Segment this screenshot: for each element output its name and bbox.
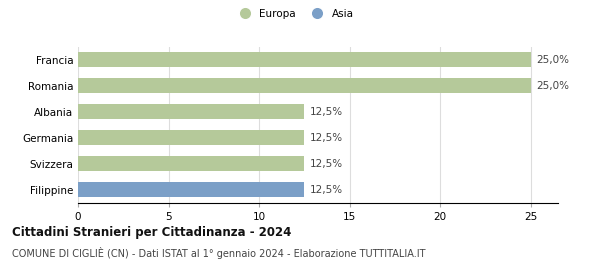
Text: 25,0%: 25,0% (536, 81, 569, 91)
Text: COMUNE DI CIGLIÈ (CN) - Dati ISTAT al 1° gennaio 2024 - Elaborazione TUTTITALIA.: COMUNE DI CIGLIÈ (CN) - Dati ISTAT al 1°… (12, 247, 425, 259)
Bar (78, 52, 531, 67)
Text: Cittadini Stranieri per Cittadinanza - 2024: Cittadini Stranieri per Cittadinanza - 2… (12, 226, 292, 239)
Text: 12,5%: 12,5% (310, 133, 343, 143)
Text: 25,0%: 25,0% (536, 55, 569, 65)
Bar (78, 156, 304, 171)
Bar (78, 78, 531, 93)
Bar (78, 182, 304, 197)
Text: 12,5%: 12,5% (310, 159, 343, 169)
Bar (78, 104, 304, 119)
Text: 12,5%: 12,5% (310, 107, 343, 117)
Legend: Europa, Asia: Europa, Asia (230, 4, 358, 23)
Text: 12,5%: 12,5% (310, 185, 343, 195)
Bar (78, 130, 304, 145)
